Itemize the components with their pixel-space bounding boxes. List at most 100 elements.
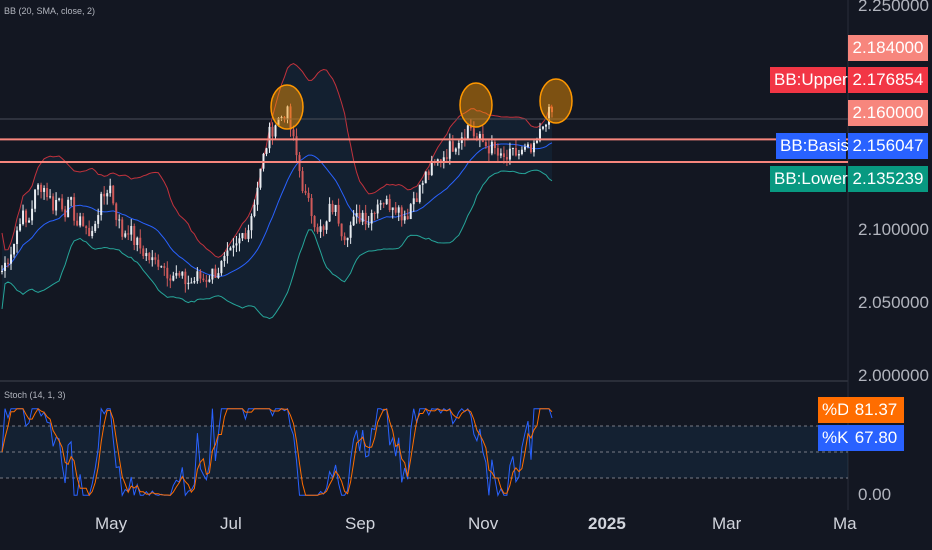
- stoch-d-value-tag[interactable]: 81.37: [848, 397, 904, 423]
- candle-body: [55, 199, 58, 211]
- candle-body: [79, 216, 82, 226]
- candle-body: [271, 126, 274, 137]
- bb-lower-value-tag[interactable]: 2.135239: [848, 166, 928, 192]
- time-tick-nov: Nov: [468, 514, 499, 533]
- candle-body: [493, 141, 496, 149]
- bb-upper-value-tag[interactable]: 2.176854: [848, 67, 928, 93]
- candle-body: [166, 267, 169, 279]
- candle-body: [61, 198, 64, 210]
- candle-body: [532, 142, 535, 153]
- candle-body: [109, 185, 112, 194]
- stoch-band-fill: [0, 426, 848, 478]
- candle-body: [538, 128, 541, 141]
- candle-body: [229, 247, 232, 251]
- candle-body: [370, 212, 373, 224]
- candle-body: [472, 128, 475, 137]
- candle-body: [250, 216, 253, 231]
- candle-body: [421, 183, 424, 185]
- candle-body: [25, 210, 28, 223]
- bb-indicator-label[interactable]: BB (20, SMA, close, 2): [4, 6, 96, 16]
- bb-upper-label-tag[interactable]: BB:Upper: [770, 67, 848, 93]
- stoch-indicator-label[interactable]: Stoch (14, 1, 3): [4, 390, 66, 400]
- candle-body: [100, 193, 103, 216]
- candle-body: [88, 227, 91, 237]
- candle-body: [181, 271, 184, 276]
- candle-body: [343, 236, 346, 241]
- candle-body: [217, 273, 220, 278]
- candle-body: [97, 215, 100, 224]
- price-tag-2184[interactable]: 2.184000: [848, 35, 928, 61]
- candle-body: [151, 257, 154, 261]
- candle-body: [337, 204, 340, 224]
- price-tick-2000: 2.000000: [858, 366, 929, 385]
- candle-body: [406, 216, 409, 220]
- candle-body: [1, 270, 3, 272]
- stoch-k-value-tag[interactable]: 67.80: [848, 425, 904, 451]
- stoch-k-label-tag[interactable]: %K: [818, 425, 848, 451]
- candle-body: [427, 171, 430, 176]
- candle-body: [205, 280, 208, 282]
- stoch-d-label-tag[interactable]: %D: [818, 397, 849, 423]
- bb-basis-label-tag[interactable]: BB:Basis: [776, 133, 849, 159]
- candle-body: [551, 106, 553, 113]
- price-tick-2100: 2.100000: [858, 220, 929, 239]
- candle-body: [259, 168, 262, 188]
- peak-highlight-circles[interactable]: [270, 78, 573, 130]
- candle-body: [76, 220, 79, 226]
- candle-body: [316, 227, 319, 232]
- candle-body: [244, 233, 247, 239]
- osc-tick-zero: 0.00: [858, 485, 892, 504]
- candle-body: [436, 159, 439, 162]
- candle-body: [298, 155, 301, 172]
- candle-body: [28, 220, 31, 223]
- candle-body: [37, 184, 40, 190]
- candle-body: [403, 216, 406, 221]
- candle-body: [394, 207, 397, 213]
- candle-body: [358, 212, 361, 222]
- candle-body: [193, 281, 196, 283]
- candle-body: [547, 106, 550, 125]
- bb-basis-value-tag[interactable]: 2.156047: [848, 133, 928, 159]
- price-candles[interactable]: [1, 103, 553, 293]
- candle-body: [187, 282, 190, 285]
- time-tick-mar: Mar: [712, 514, 742, 533]
- candle-body: [106, 193, 109, 197]
- candle-body: [268, 126, 271, 149]
- candle-body: [544, 124, 547, 127]
- candle-body: [280, 116, 283, 118]
- time-tick-ma: Ma: [833, 514, 857, 533]
- candle-body: [517, 154, 520, 156]
- candle-body: [172, 275, 175, 281]
- candle-body: [346, 237, 349, 241]
- candle-body: [520, 149, 523, 155]
- candle-body: [73, 197, 76, 221]
- candle-body: [529, 144, 532, 153]
- candle-body: [355, 212, 358, 217]
- candle-body: [385, 198, 388, 205]
- peak-circle-2: [459, 82, 493, 128]
- candle-body: [400, 207, 403, 221]
- candle-body: [541, 126, 544, 129]
- candle-body: [286, 106, 289, 120]
- price-tick-2050: 2.050000: [858, 293, 929, 312]
- candle-body: [178, 273, 181, 276]
- candle-body: [139, 237, 142, 249]
- candle-body: [19, 224, 22, 231]
- candle-body: [490, 141, 493, 154]
- candle-body: [43, 188, 46, 192]
- stochastic-pane: [0, 407, 848, 498]
- candle-body: [457, 142, 460, 149]
- candle-body: [238, 238, 241, 244]
- horizontal-levels[interactable]: [0, 118, 848, 164]
- price-tag-2160[interactable]: 2.160000: [848, 100, 928, 126]
- candle-body: [85, 226, 88, 228]
- candle-body: [256, 187, 259, 205]
- bb-lower-label-tag[interactable]: BB:Lower: [770, 166, 848, 192]
- candle-body: [454, 148, 457, 152]
- bb-fill: [2, 63, 552, 319]
- candle-body: [391, 207, 394, 211]
- bb-upper-line: [1, 63, 553, 258]
- candle-body: [34, 189, 37, 209]
- candle-body: [364, 212, 367, 225]
